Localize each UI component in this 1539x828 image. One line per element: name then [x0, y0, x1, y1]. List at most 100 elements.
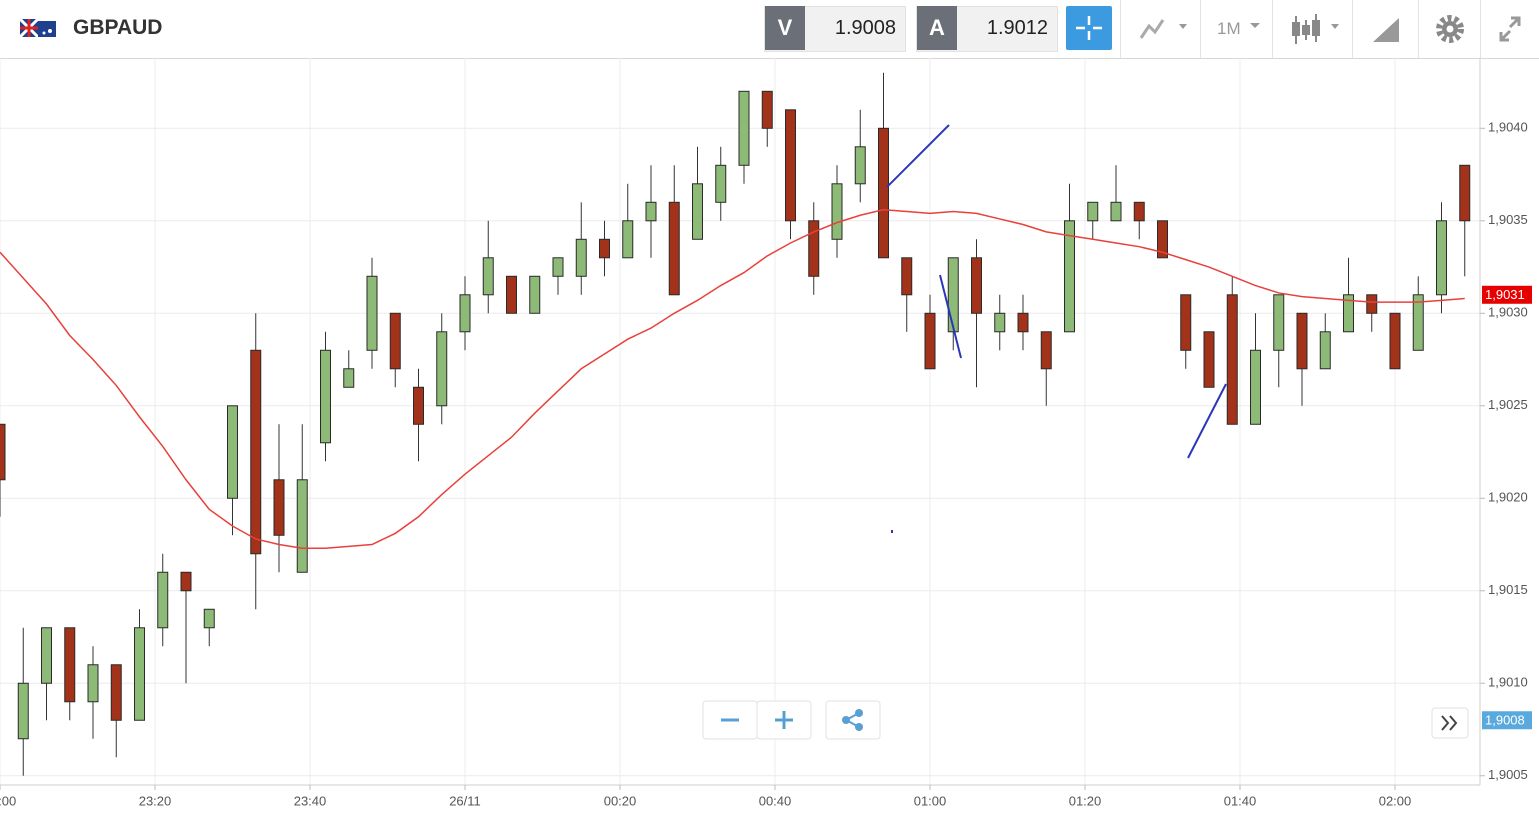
y-tick-label: 1,9015	[1488, 582, 1528, 597]
candle-body	[273, 479, 285, 536]
sell-price[interactable]: 1.9008	[834, 17, 896, 39]
buy-label[interactable]: A	[917, 6, 957, 50]
candle-body	[1226, 294, 1238, 425]
candle-body	[645, 201, 657, 222]
candle-body	[343, 368, 355, 388]
price-tag-label: 1,9008	[1485, 713, 1525, 728]
candle-body	[971, 257, 982, 314]
buy-price[interactable]: 1.9012	[986, 17, 1048, 39]
candle-body	[180, 571, 192, 592]
candle-body	[878, 127, 889, 259]
candle-body	[0, 423, 6, 481]
candle-body	[761, 90, 773, 129]
candle-body	[1343, 294, 1354, 333]
candle-body	[320, 349, 331, 444]
candle-body	[854, 146, 866, 185]
y-tick-label: 1,9020	[1488, 490, 1528, 505]
price-tag-label: 1,9031	[1485, 287, 1525, 302]
candle-body	[575, 238, 587, 277]
candle-body	[110, 664, 122, 721]
candle-body	[1366, 294, 1378, 314]
x-tick-label: 01:20	[1069, 793, 1102, 808]
x-tick-label: 00:20	[604, 793, 637, 808]
candle-body	[831, 183, 843, 240]
chart-type-button[interactable]	[1120, 0, 1201, 58]
candles-button[interactable]	[1272, 0, 1353, 58]
candle-body	[692, 183, 703, 240]
x-tick-label: 02:00	[1379, 793, 1412, 808]
candle-body	[1017, 312, 1029, 333]
x-tick-label: 23:00	[0, 793, 16, 808]
candle-body	[1412, 294, 1424, 351]
drawing-button[interactable]	[1352, 0, 1419, 58]
drawn-dot	[891, 530, 893, 533]
timeframe-button[interactable]: 1M	[1200, 0, 1273, 58]
share-button[interactable]	[825, 700, 881, 740]
candle-body	[506, 275, 517, 314]
y-tick-label: 1,9005	[1488, 767, 1528, 782]
candle-body	[1110, 201, 1122, 222]
moving-average-line	[0, 208, 1465, 549]
timeframe[interactable]: 1M	[1217, 19, 1241, 38]
candle-body	[134, 627, 145, 721]
crosshair-button[interactable]	[1066, 6, 1112, 50]
candle-body	[413, 386, 424, 425]
y-tick-label: 1,9035	[1488, 212, 1528, 227]
candle-body	[668, 201, 680, 296]
candle-body	[1436, 220, 1447, 296]
toolbar: GBPAUD V 1.9008 A 1.9012 1M	[0, 0, 1539, 59]
candle-body	[1203, 331, 1215, 388]
candle-body	[366, 275, 378, 351]
candle-body	[1064, 220, 1075, 333]
zoom-in-button[interactable]	[756, 700, 812, 740]
candle-body	[1040, 331, 1052, 370]
x-tick-label: 23:20	[139, 793, 172, 808]
symbol: GBPAUD	[73, 16, 163, 39]
y-tick-label: 1,9025	[1488, 397, 1528, 412]
candle-body	[552, 257, 564, 277]
x-tick-label: 00:40	[759, 793, 792, 808]
candle-body	[203, 608, 215, 629]
candle-body	[482, 257, 494, 296]
x-tick-label: 26/11	[449, 793, 481, 808]
candle-body	[436, 331, 448, 407]
candle-body	[1133, 201, 1145, 222]
candle-body	[157, 571, 169, 629]
candle-body	[459, 294, 471, 333]
fullscreen-button[interactable]	[1480, 0, 1539, 58]
settings-button[interactable]	[1418, 0, 1481, 58]
candle-body	[87, 664, 99, 703]
candle-body	[1459, 164, 1471, 222]
y-tick-label: 1,9010	[1488, 675, 1528, 690]
zoom-out-button[interactable]	[702, 700, 758, 740]
candle-body	[785, 109, 796, 222]
candle-body	[389, 312, 401, 370]
y-tick-label: 1,9030	[1488, 305, 1528, 320]
candle-body	[1319, 331, 1331, 370]
candle-body	[296, 479, 308, 573]
candle-body	[227, 405, 238, 499]
candle-body	[808, 220, 820, 277]
y-tick-label: 1,9040	[1488, 120, 1528, 135]
candle-body	[599, 238, 610, 259]
x-tick-label: 01:00	[914, 793, 947, 808]
candle-body	[738, 90, 750, 166]
candle-body	[1389, 312, 1401, 370]
price-tag	[1482, 711, 1532, 730]
candle-body	[17, 682, 29, 740]
candle-body	[1250, 349, 1261, 425]
candle-body	[924, 312, 936, 370]
candle-body	[1273, 294, 1285, 351]
candle-body	[529, 275, 541, 314]
candle-body	[715, 164, 727, 203]
scroll-right-button[interactable]	[1431, 707, 1469, 739]
drawn-trendline	[939, 274, 962, 359]
sell-label[interactable]: V	[765, 6, 805, 50]
candle-body	[64, 627, 76, 703]
candle-body	[901, 257, 913, 296]
candle-body	[994, 312, 1006, 333]
flag-icon	[20, 19, 56, 39]
candle-body	[1157, 220, 1168, 259]
